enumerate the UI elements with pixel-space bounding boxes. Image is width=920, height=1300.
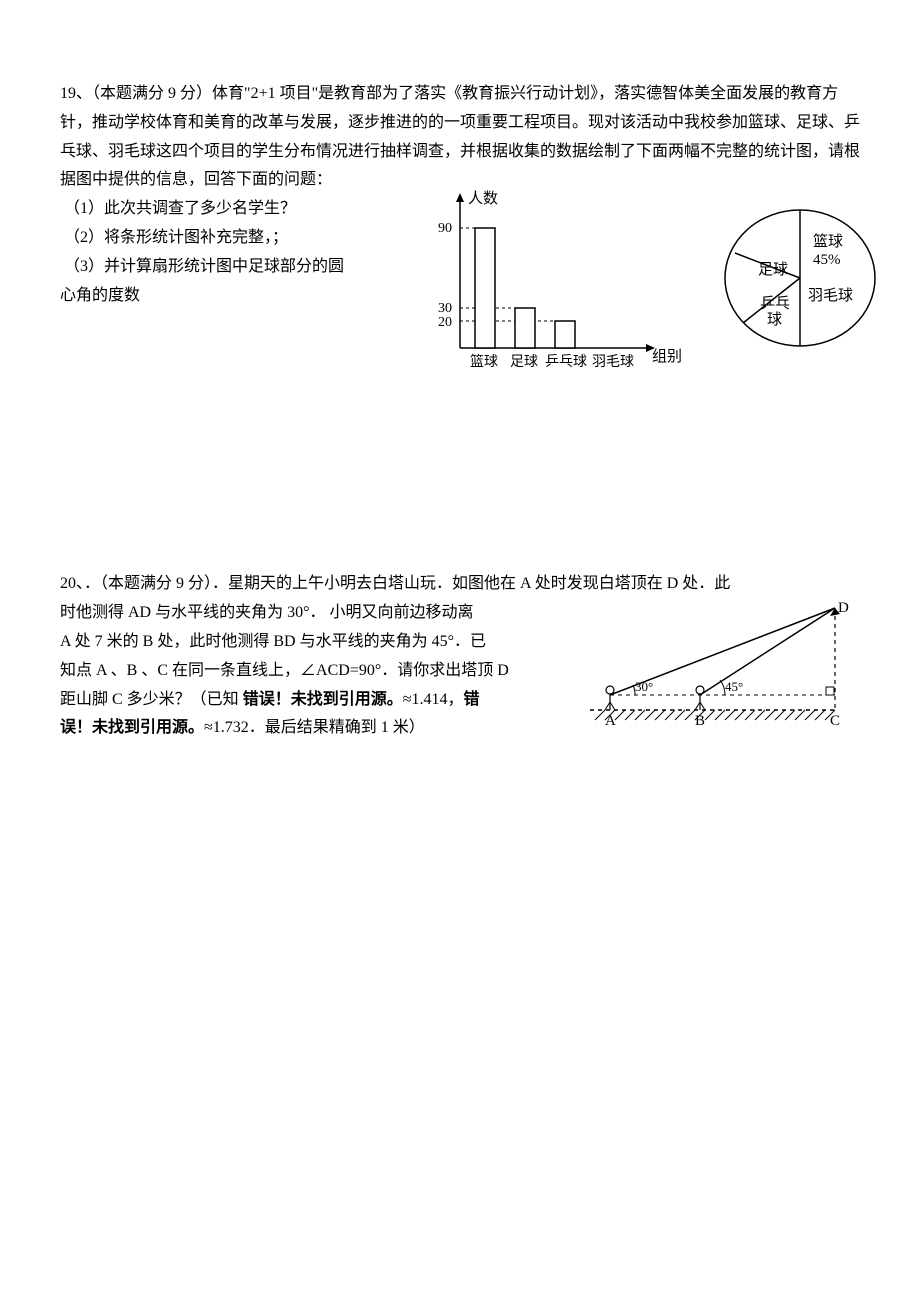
person-a-head	[606, 686, 614, 694]
q20-b4b: ≈1.414，	[403, 691, 464, 708]
q20-err1: 错误！未找到引用源。	[243, 691, 403, 708]
pie-badminton-label: 羽毛球	[808, 287, 853, 304]
q20-number: 20、	[60, 575, 84, 592]
q20-body3: 知点 A 、B 、C 在同一条直线上，∠ACD=90°．请你求出塔顶 D	[60, 657, 560, 686]
q20-body5: 误！未找到引用源。≈1.732．最后结果精确到 1 米）	[60, 714, 560, 743]
q19-intro: 19、（本题满分 9 分）体育"2+1 项目"是教育部为了落实《教育振兴行动计划…	[60, 80, 860, 195]
q19-number: 19、	[60, 85, 92, 102]
q20-diagram: D A B C 30° 45°	[580, 600, 860, 760]
q20-body4: 距山脚 C 多少米？（已知 错误！未找到引用源。≈1.414，错	[60, 686, 560, 715]
ytick-30: 30	[438, 301, 452, 316]
question-19: 19、（本题满分 9 分）体育"2+1 项目"是教育部为了落实《教育振兴行动计划…	[60, 80, 860, 310]
y-axis-label: 人数	[468, 190, 498, 207]
tower-diagram: D A B C 30° 45°	[580, 600, 860, 750]
q20-body2: A 处 7 米的 B 处，此时他测得 BD 与水平线的夹角为 45°．已	[60, 628, 560, 657]
q20-b5b: ≈1.732．最后结果精确到 1 米）	[204, 719, 425, 736]
ground-hatching	[595, 710, 835, 720]
q20-err2b: 误！未找到引用源。	[60, 719, 204, 736]
cat-football: 足球	[510, 354, 538, 370]
q20-intro: 星期天的上午小明去白塔山玩．如图他在 A 处时发现白塔顶在 D 处．此	[228, 575, 730, 592]
pie-chart: 篮球 45% 足球 乒乓 球 羽毛球	[710, 198, 900, 358]
point-D: D	[838, 600, 849, 616]
line-BD	[700, 608, 835, 695]
ytick-90: 90	[438, 221, 452, 236]
q20-body1: 时他测得 AD 与水平线的夹角为 30°． 小明又向前边移动离	[60, 599, 560, 628]
bar-football	[515, 308, 535, 348]
point-C: C	[830, 713, 840, 729]
q20-line1: 20、．（本题满分 9 分）．星期天的上午小明去白塔山玩．如图他在 A 处时发现…	[60, 570, 860, 599]
pie-basketball-percent: 45%	[813, 252, 841, 268]
q19-sub3b: 心角的度数	[60, 282, 390, 311]
bar-basketball	[475, 228, 495, 348]
q19-sub3: （3）并计算扇形统计图中足球部分的圆	[64, 253, 390, 282]
q19-subquestions: （1）此次共调查了多少名学生？ （2）将条形统计图补充完整，； （3）并计算扇形…	[60, 195, 390, 310]
pie-pingpong-label2: 球	[767, 311, 782, 328]
x-axis-label: 组别	[652, 348, 682, 365]
pie-basketball-label: 篮球	[813, 232, 843, 250]
cat-badminton: 羽毛球	[592, 354, 634, 370]
cat-pingpong: 乒乓球	[545, 354, 587, 370]
q20-body: 时他测得 AD 与水平线的夹角为 30°． 小明又向前边移动离 A 处 7 米的…	[60, 599, 560, 743]
question-20: 20、．（本题满分 9 分）．星期天的上午小明去白塔山玩．如图他在 A 处时发现…	[60, 570, 860, 743]
pie-pingpong-label1: 乒乓	[760, 295, 790, 312]
ytick-20: 20	[438, 315, 452, 330]
bar-chart: 人数 组别 90 30 20 篮球 足球 乒乓球 羽毛球	[420, 188, 700, 388]
point-B: B	[695, 713, 705, 729]
q19-score: （本题满分 9 分）	[92, 85, 212, 102]
angle-45: 45°	[725, 679, 743, 694]
bar-pingpong	[555, 321, 575, 348]
point-A: A	[605, 713, 616, 729]
q19-sub2: （2）将条形统计图补充完整，；	[64, 224, 390, 253]
q20-b4a: 距山脚 C 多少米？（已知	[60, 691, 243, 708]
angle-30: 30°	[635, 679, 653, 694]
q20-score: ．（本题满分 9 分）．	[84, 575, 228, 592]
q19-charts: 人数 组别 90 30 20 篮球 足球 乒乓球 羽毛球	[420, 188, 900, 398]
q19-sub1: （1）此次共调查了多少名学生？	[64, 195, 390, 224]
cat-basketball: 篮球	[470, 354, 498, 370]
q20-err2a: 错	[464, 691, 480, 708]
pie-football-label: 足球	[758, 261, 788, 278]
